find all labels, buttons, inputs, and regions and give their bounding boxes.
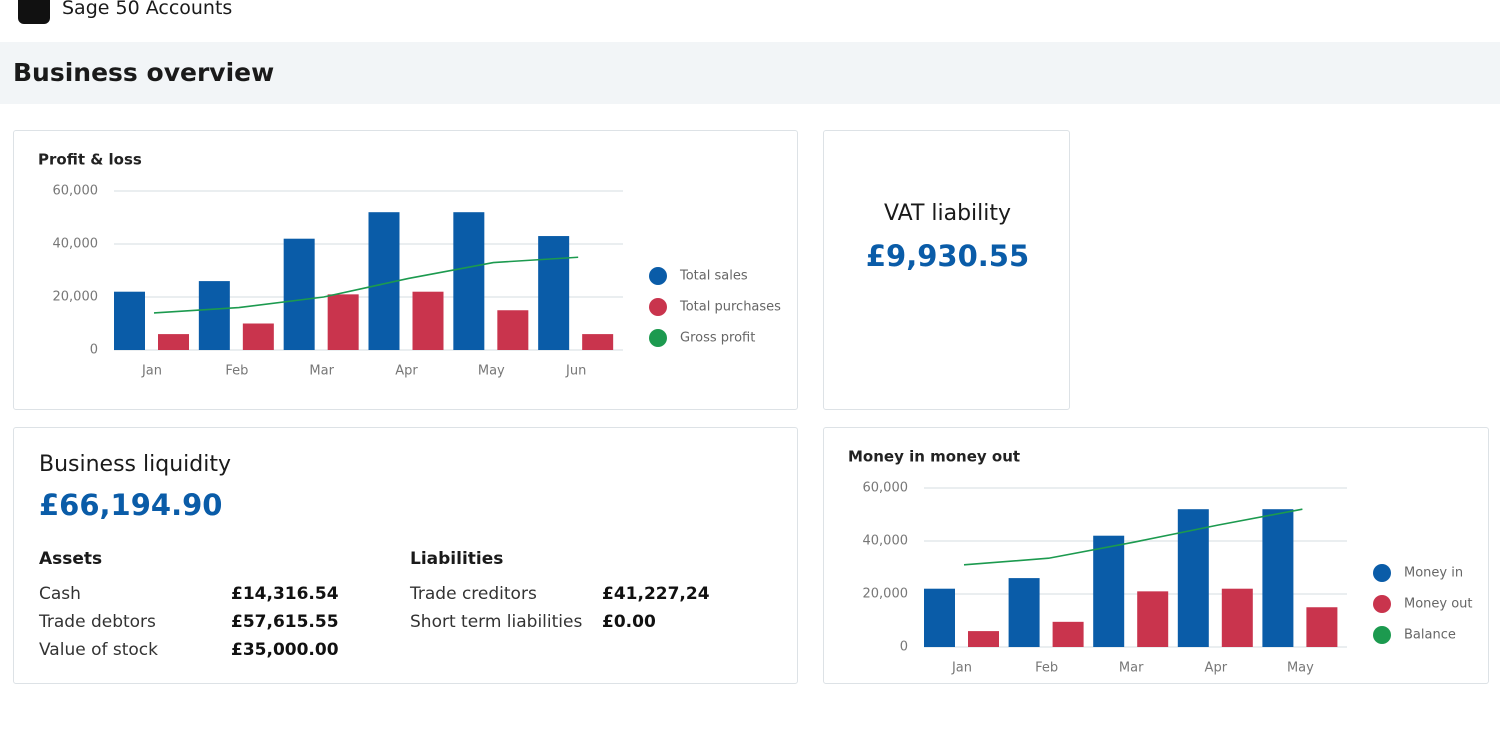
legend-label: Total purchases xyxy=(679,300,781,315)
bar xyxy=(327,294,359,350)
assets-value: £14,316.54 xyxy=(231,584,339,604)
x-tick-label: Mar xyxy=(309,364,334,379)
bar xyxy=(283,238,315,350)
chart: Profit & loss 0 20,000 40,000 60,000 Jan Feb Ma… xyxy=(38,151,781,379)
y-tick-label: 0 xyxy=(900,640,908,655)
legend-marker xyxy=(1373,626,1391,644)
bar xyxy=(1093,535,1125,647)
assets-heading: Assets xyxy=(39,549,103,569)
x-tick-label: May xyxy=(1287,661,1314,676)
legend-marker xyxy=(649,267,667,285)
assets-label: Cash xyxy=(39,584,81,604)
y-tick-label: 60,000 xyxy=(863,481,909,496)
liquidity-title: Business liquidity xyxy=(39,452,231,477)
liquidity-amount: £66,194.90 xyxy=(39,488,223,522)
legend-marker xyxy=(1373,564,1391,582)
header-band xyxy=(0,42,1500,104)
x-tick-label: Mar xyxy=(1119,661,1144,676)
y-tick-label: 60,000 xyxy=(53,184,99,199)
liabilities-label: Trade creditors xyxy=(410,584,537,604)
legend-label: Money in xyxy=(1404,566,1463,581)
legend-label: Money out xyxy=(1404,597,1473,612)
app-title: Sage 50 Accounts xyxy=(62,0,233,19)
profit-loss-card: Profit & loss 0 20,000 40,000 60,000 Jan Feb Ma… xyxy=(13,130,798,410)
y-tick-label: 20,000 xyxy=(863,587,909,602)
legend-label: Total sales xyxy=(679,269,748,284)
bar xyxy=(497,310,529,350)
vat-title: VAT liability xyxy=(883,201,1012,226)
bar xyxy=(538,236,570,350)
bar xyxy=(114,291,145,350)
money-card: Money in money out 0 20,000 40,000 60,000 Jan… xyxy=(823,427,1489,684)
bar xyxy=(1221,588,1253,647)
x-tick-label: Feb xyxy=(225,364,248,379)
y-tick-label: 40,000 xyxy=(863,534,909,549)
bar xyxy=(924,588,955,647)
x-tick-label: Jan xyxy=(141,364,162,379)
liabilities-label: Short term liabilities xyxy=(410,612,583,632)
assets-value: £57,615.55 xyxy=(231,612,339,632)
x-tick-label: Apr xyxy=(1205,661,1228,676)
legend-marker xyxy=(1373,595,1391,613)
bar xyxy=(412,291,444,350)
assets-label: Trade debtors xyxy=(39,612,156,632)
chart: Money in money out 0 20,000 40,000 60,000 Jan… xyxy=(848,448,1473,676)
legend-marker xyxy=(649,298,667,316)
x-tick-label: Jun xyxy=(565,364,586,379)
bar xyxy=(968,631,999,647)
bar xyxy=(198,281,230,350)
y-tick-label: 40,000 xyxy=(53,237,99,252)
line xyxy=(963,508,1303,566)
bar xyxy=(242,323,274,350)
legend-label: Balance xyxy=(1404,628,1456,643)
vat-amount: £9,930.55 xyxy=(865,239,1030,273)
chart-title: Profit & loss xyxy=(38,151,142,169)
x-tick-label: Feb xyxy=(1035,661,1058,676)
page-title: Business overview xyxy=(13,58,275,87)
bar xyxy=(1137,591,1169,647)
y-tick-label: 0 xyxy=(90,343,98,358)
vat-card: VAT liability £9,930.55 xyxy=(823,130,1070,410)
bar xyxy=(1008,578,1040,647)
liquidity-card: Business liquidity £66,194.90 Assets Lia… xyxy=(13,427,798,684)
bar xyxy=(1306,607,1338,647)
legend-label: Gross profit xyxy=(680,331,755,346)
bar xyxy=(453,212,485,350)
x-tick-label: Apr xyxy=(395,364,418,379)
bar xyxy=(1262,509,1294,647)
assets-value: £35,000.00 xyxy=(231,640,339,660)
chart-title: Money in money out xyxy=(848,448,1020,466)
line xyxy=(153,256,579,314)
legend-marker xyxy=(649,329,667,347)
x-tick-label: Jan xyxy=(951,661,972,676)
x-tick-label: May xyxy=(478,364,505,379)
bar xyxy=(158,334,189,350)
bar xyxy=(582,334,614,350)
y-tick-label: 20,000 xyxy=(53,290,99,305)
app-logo xyxy=(18,0,50,24)
liabilities-value: £41,227,24 xyxy=(602,584,710,604)
bar xyxy=(1052,621,1084,647)
assets-label: Value of stock xyxy=(39,640,158,660)
liabilities-heading: Liabilities xyxy=(410,549,504,569)
liabilities-value: £0.00 xyxy=(602,612,656,632)
